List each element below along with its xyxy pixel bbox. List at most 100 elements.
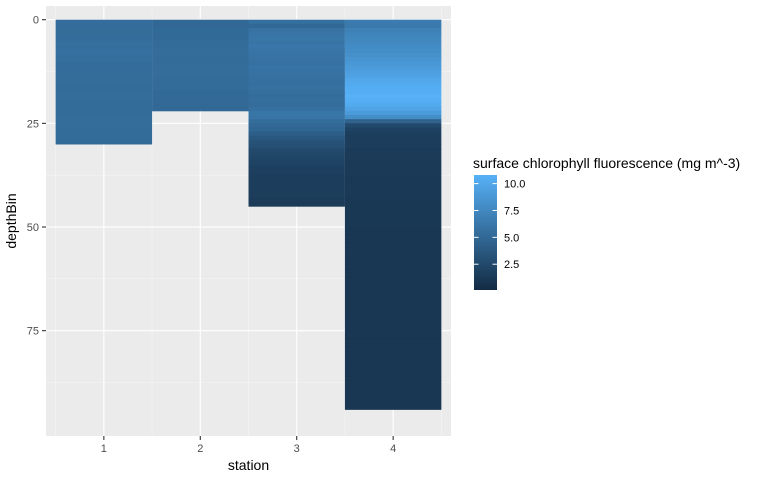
heatmap-tile: [248, 65, 345, 70]
heatmap-tile: [344, 276, 442, 282]
heatmap-tile: [344, 65, 442, 70]
heatmap-tile: [344, 293, 442, 298]
heatmap-tile: [55, 48, 153, 54]
heatmap-tile: [248, 168, 345, 174]
heatmap-tile: [344, 260, 442, 265]
heatmap-tile: [344, 202, 442, 207]
heatmap-tile: [248, 193, 345, 199]
heatmap-tile: [248, 181, 345, 186]
heatmap-tile: [344, 322, 442, 327]
heatmap-tile: [55, 32, 153, 37]
heatmap-tile: [344, 251, 442, 257]
heatmap-tile: [248, 127, 345, 133]
legend-tick-label: 10.0: [504, 179, 525, 191]
heatmap-tile: [344, 401, 442, 406]
heatmap-tile: [344, 285, 442, 290]
heatmap-tile: [344, 280, 442, 286]
heatmap-tile: [55, 77, 153, 83]
heatmap-tile: [248, 106, 345, 112]
heatmap-tile: [344, 40, 442, 45]
heatmap-tile: [344, 139, 442, 145]
heatmap-tile: [344, 272, 442, 278]
heatmap-tile: [248, 148, 345, 153]
heatmap-tile: [152, 106, 249, 112]
heatmap-tile: [152, 52, 249, 58]
heatmap-tile: [55, 27, 153, 33]
heatmap-tile: [248, 98, 345, 104]
heatmap-tile: [55, 23, 153, 29]
heatmap-tile: [248, 90, 345, 95]
heatmap-tile: [344, 144, 442, 149]
heatmap-tile: [344, 388, 442, 394]
heatmap-tile: [152, 48, 249, 54]
heatmap-tile: [344, 94, 442, 99]
heatmap-tile: [248, 135, 345, 141]
heatmap-tile: [344, 181, 442, 186]
heatmap-tile: [55, 44, 153, 50]
heatmap-tile: [248, 36, 345, 41]
legend-title: surface chlorophyll fluorescence (mg m^-…: [473, 155, 740, 171]
heatmap-tile: [55, 57, 153, 62]
heatmap-tile: [344, 397, 442, 402]
heatmap-tile: [344, 297, 442, 303]
heatmap-tile: [248, 77, 345, 83]
heatmap-tile: [55, 110, 153, 116]
legend: surface chlorophyll fluorescence (mg m^-…: [473, 155, 740, 290]
heatmap-tile: [344, 106, 442, 112]
heatmap-tile: [55, 90, 153, 95]
heatmap-tile: [344, 347, 442, 352]
heatmap-tile: [152, 36, 249, 41]
heatmap-tile: [248, 44, 345, 50]
heatmap-tile: [55, 139, 153, 145]
heatmap-tile: [344, 239, 442, 244]
heatmap-tile: [344, 36, 442, 41]
heatmap-tile: [248, 156, 345, 162]
heatmap-tile: [344, 326, 442, 332]
heatmap-tile: [344, 52, 442, 58]
heatmap-tile: [248, 185, 345, 191]
heatmap-tile: [344, 247, 442, 253]
heatmap-tiles: [55, 19, 442, 410]
heatmap-tile: [344, 268, 442, 274]
heatmap-tile: [55, 86, 153, 91]
heatmap-tile: [55, 115, 153, 120]
heatmap-tile: [248, 73, 345, 79]
heatmap-tile: [344, 289, 442, 294]
heatmap-tile: [152, 57, 249, 62]
heatmap-tile: [55, 73, 153, 79]
heatmap-tile: [152, 32, 249, 37]
heatmap-tile: [344, 77, 442, 83]
heatmap-tile: [152, 65, 249, 70]
heatmap-tile: [344, 376, 442, 381]
heatmap-tile: [344, 243, 442, 249]
heatmap-tile: [55, 102, 153, 108]
heatmap-tile: [248, 81, 345, 87]
y-axis: 0 25 50 75: [27, 15, 46, 338]
heatmap-tile: [344, 305, 442, 311]
heatmap-tile: [344, 222, 442, 228]
legend-tick-label: 7.5: [504, 205, 519, 217]
heatmap-tile: [152, 73, 249, 79]
heatmap-tile: [344, 160, 442, 166]
heatmap-tile: [152, 86, 249, 91]
heatmap-tile: [248, 48, 345, 54]
heatmap-tile: [55, 98, 153, 104]
legend-colorbar: [474, 175, 497, 290]
heatmap-tile: [344, 367, 442, 373]
heatmap-tile: [248, 115, 345, 120]
heatmap-tile: [248, 57, 345, 62]
y-tick-label: 0: [33, 15, 39, 27]
legend-tick-label: 5.0: [504, 232, 519, 244]
heatmap-tile: [55, 52, 153, 58]
heatmap-tile: [152, 19, 249, 25]
heatmap-tile: [344, 231, 442, 236]
x-tick-label: 2: [197, 443, 203, 455]
heatmap-tile: [344, 334, 442, 340]
heatmap-tile: [55, 135, 153, 141]
heatmap-tile: [152, 98, 249, 104]
heatmap-tile: [344, 23, 442, 29]
heatmap-tile: [55, 65, 153, 70]
heatmap-tile: [344, 343, 442, 348]
heatmap-tile: [55, 36, 153, 41]
